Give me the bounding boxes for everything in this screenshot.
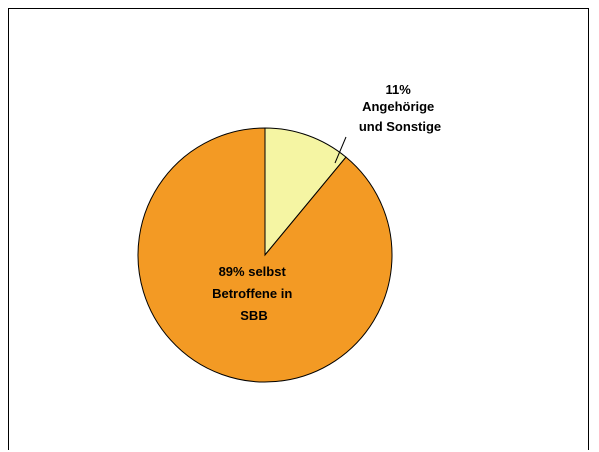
pie-slice-self-affected xyxy=(137,127,393,383)
leader-line xyxy=(334,136,347,164)
pie-slice-relatives xyxy=(264,127,347,257)
slice-label-self-affected: 89% selbst Betroffene in SBB xyxy=(212,264,296,323)
slice-label-relatives: 11% Angehörige und Sonstige xyxy=(359,82,441,134)
pie-slices xyxy=(137,127,393,383)
chart-frame xyxy=(8,8,589,450)
